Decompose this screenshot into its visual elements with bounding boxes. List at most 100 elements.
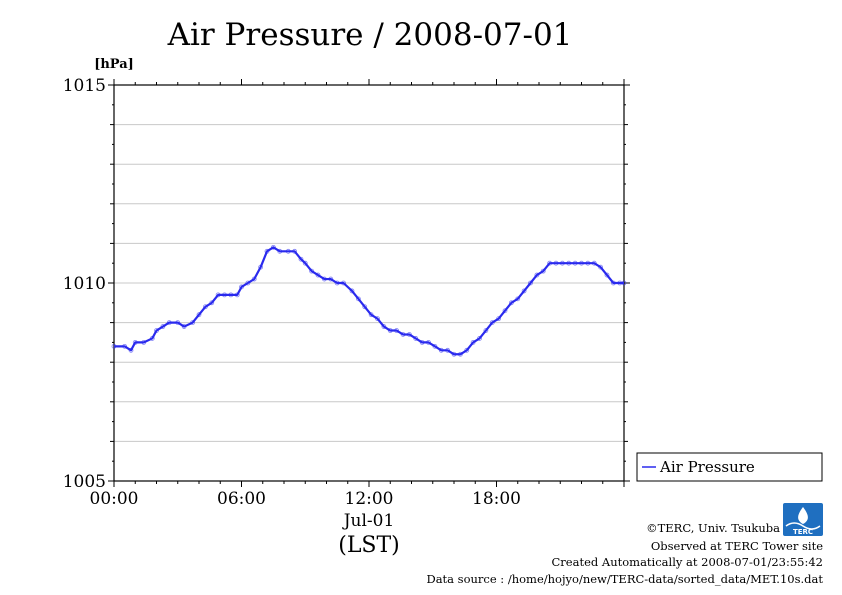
data-point <box>292 248 298 254</box>
data-point <box>400 332 406 337</box>
axis-ticks: 1005 1010 1015 00:00 06:00 12:00 18:00 <box>63 76 630 509</box>
x-tick-label: 18:00 <box>472 489 521 509</box>
data-point <box>111 343 117 349</box>
data-point <box>355 296 361 302</box>
data-point <box>215 292 221 298</box>
terc-logo: TERC <box>783 503 823 536</box>
data-point <box>375 316 380 322</box>
grid-lines <box>114 124 624 442</box>
data-point <box>591 260 597 266</box>
x-axis-date-label: Jul-01 <box>342 511 395 531</box>
data-point <box>445 347 451 353</box>
data-point <box>368 312 374 318</box>
data-point <box>598 264 604 270</box>
data-point <box>154 328 159 333</box>
data-point <box>285 248 291 254</box>
data-point <box>328 276 334 282</box>
logo-text: TERC <box>793 528 813 536</box>
legend-label: Air Pressure <box>659 458 755 476</box>
data-point <box>298 256 304 262</box>
data-point <box>264 248 270 254</box>
footer-source: Data source : /home/hojyo/new/TERC-data/… <box>426 572 823 586</box>
data-point <box>426 339 431 345</box>
data-point <box>228 292 234 298</box>
data-point <box>245 280 251 286</box>
data-point <box>553 260 559 266</box>
x-tick-label: 12:00 <box>345 489 394 509</box>
data-point <box>251 276 257 282</box>
data-point <box>277 248 283 254</box>
data-point <box>394 328 400 333</box>
data-point <box>160 324 166 329</box>
data-point <box>166 320 172 326</box>
data-point <box>270 244 276 250</box>
data-point <box>534 272 540 278</box>
data-point <box>315 272 321 278</box>
data-point <box>181 324 187 329</box>
y-axis-unit-label: [hPa] <box>94 57 134 72</box>
footer-observed: Observed at TERC Tower site <box>651 539 823 553</box>
series-layer <box>111 244 627 357</box>
data-point <box>585 260 591 266</box>
data-point <box>438 347 444 353</box>
data-point <box>432 343 438 349</box>
data-point <box>540 268 546 274</box>
data-point <box>621 280 627 286</box>
data-point <box>302 260 308 266</box>
data-point <box>566 260 572 266</box>
footer-copyright: ©TERC, Univ. Tsukuba <box>646 521 780 535</box>
data-point <box>470 339 476 345</box>
data-point <box>149 336 155 341</box>
data-point <box>496 316 502 322</box>
x-tick-label: 00:00 <box>90 489 139 509</box>
data-point <box>321 276 327 282</box>
series-line <box>114 246 624 356</box>
data-point <box>234 292 240 298</box>
data-point <box>559 260 565 266</box>
y-tick-label: 1015 <box>63 76 106 96</box>
data-point <box>341 280 346 286</box>
data-point <box>175 320 181 326</box>
data-point <box>141 339 147 345</box>
data-point <box>190 320 196 326</box>
data-point <box>610 280 616 286</box>
chart-title: Air Pressure / 2008-07-01 <box>167 17 573 53</box>
data-point <box>239 284 244 290</box>
data-point <box>464 347 470 353</box>
data-point <box>528 280 533 286</box>
data-point <box>334 280 340 286</box>
data-point <box>457 351 463 357</box>
data-point <box>477 336 482 341</box>
data-point <box>128 347 134 353</box>
data-point <box>508 300 514 306</box>
legend-box: Air Pressure <box>636 452 823 482</box>
data-point <box>122 343 128 349</box>
data-point <box>515 296 521 302</box>
data-point <box>362 304 368 310</box>
data-point <box>521 288 527 294</box>
data-point <box>406 332 412 337</box>
data-point <box>258 264 264 270</box>
data-point <box>547 260 553 266</box>
data-point <box>502 308 508 314</box>
data-point <box>579 260 584 266</box>
data-point <box>309 268 315 274</box>
data-point <box>451 351 457 357</box>
x-tick-label: 06:00 <box>217 489 266 509</box>
data-point <box>419 339 425 345</box>
data-point <box>413 336 419 341</box>
water-drop-icon <box>798 507 808 524</box>
data-point <box>604 272 610 278</box>
y-tick-label: 1010 <box>63 274 106 294</box>
data-point <box>349 288 355 294</box>
footer-created: Created Automatically at 2008-07-01/23:5… <box>552 555 824 569</box>
data-point <box>209 300 215 306</box>
y-tick-label: 1005 <box>63 472 106 492</box>
x-axis-title: (LST) <box>338 533 400 558</box>
legend-frame <box>636 452 823 482</box>
data-point <box>483 328 489 333</box>
data-point <box>196 312 202 318</box>
data-point <box>222 292 227 298</box>
data-point <box>381 324 387 329</box>
